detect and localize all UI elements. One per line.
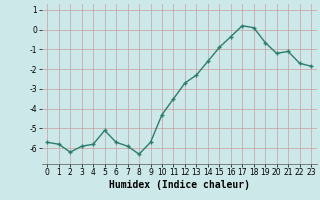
X-axis label: Humidex (Indice chaleur): Humidex (Indice chaleur) bbox=[109, 180, 250, 190]
